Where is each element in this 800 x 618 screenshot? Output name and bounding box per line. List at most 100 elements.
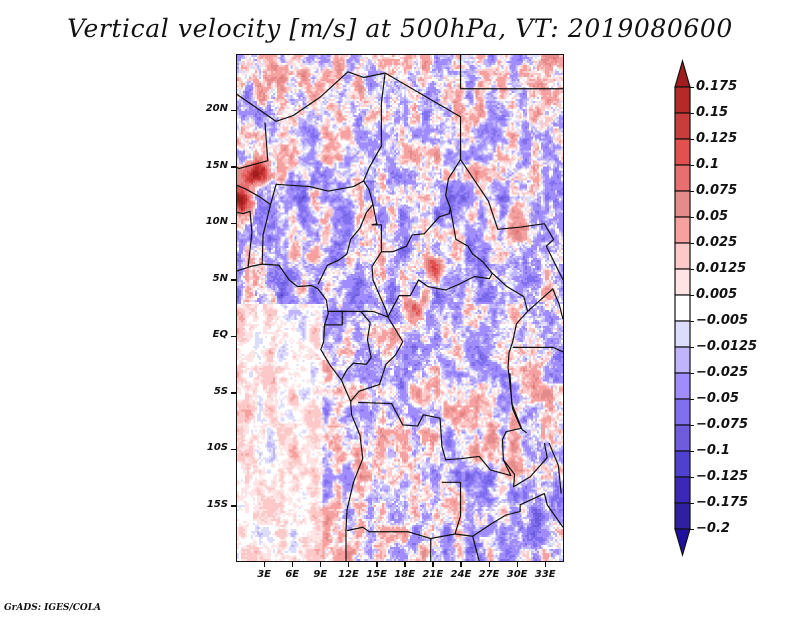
- y-tick-mark: [231, 166, 236, 168]
- country-border-line: [317, 180, 374, 285]
- x-tick-mark: [488, 562, 491, 567]
- colorbar-swatch: [674, 164, 691, 192]
- colorbar-tick: [690, 216, 694, 218]
- country-border-line: [527, 288, 563, 320]
- vertical-velocity-field: [237, 55, 563, 561]
- country-border-line: [350, 316, 404, 402]
- colorbar-swatch: [674, 112, 691, 140]
- colorbar-swatch: [674, 424, 691, 452]
- colorbar-swatch: [674, 320, 691, 348]
- colorbar-label: −0.2: [696, 521, 730, 536]
- colorbar-tick: [690, 320, 694, 322]
- colorbar-tick: [690, 268, 694, 270]
- country-border-line: [237, 263, 364, 561]
- colorbar-label: −0.125: [696, 469, 749, 484]
- colorbar-label: 0.05: [696, 209, 729, 224]
- y-tick-mark: [231, 505, 236, 507]
- x-tick-label: 6E: [285, 569, 300, 580]
- y-tick-label: 15S: [206, 498, 228, 510]
- colorbar-tick: [690, 346, 694, 348]
- country-border-line: [371, 204, 389, 318]
- colorbar-swatch: [674, 372, 691, 400]
- colorbar-swatch: [674, 138, 691, 166]
- y-tick-label: 5S: [213, 385, 228, 397]
- colorbar-tick: [690, 502, 694, 504]
- chart-title: Vertical velocity [m/s] at 500hPa, VT: 2…: [67, 14, 733, 43]
- y-tick-mark: [231, 222, 236, 225]
- x-tick-label: 15E: [366, 569, 387, 580]
- colorbar-swatch: [674, 476, 691, 504]
- colorbar-label: 0.025: [696, 235, 738, 250]
- colorbar-swatch: [674, 346, 691, 374]
- colorbar-lower-arrow: [674, 528, 691, 558]
- colorbar-swatch: [674, 86, 691, 114]
- colorbar-tick: [690, 86, 694, 88]
- colorbar-tick: [690, 372, 694, 374]
- country-border-line: [363, 72, 386, 182]
- x-tick-mark: [544, 562, 547, 567]
- country-border-line: [381, 72, 462, 253]
- x-tick-mark: [347, 562, 350, 567]
- country-border-line: [237, 71, 386, 122]
- country-border-line: [449, 207, 493, 274]
- country-border-line: [548, 442, 562, 494]
- x-tick-label: 30E: [506, 569, 528, 580]
- country-borders: [237, 55, 563, 561]
- colorbar-label: −0.05: [696, 391, 739, 406]
- country-border-line: [460, 159, 563, 281]
- colorbar-tick: [690, 164, 694, 166]
- colorbar-label: 0.1: [696, 157, 720, 172]
- colorbar-label: 0.15: [696, 105, 729, 120]
- colorbar-swatch: [674, 398, 691, 426]
- x-tick-mark: [291, 562, 294, 567]
- y-tick-label: 20N: [205, 103, 228, 115]
- colorbar-tick: [690, 112, 694, 114]
- colorbar-tick: [690, 398, 694, 400]
- map-plot-area: [236, 54, 564, 562]
- x-tick-label: 3E: [257, 569, 271, 580]
- country-border-line: [502, 442, 548, 488]
- y-tick-mark: [231, 109, 236, 112]
- colorbar-swatch: [674, 190, 691, 218]
- y-tick-mark: [231, 335, 236, 338]
- colorbar-label: 0.0125: [696, 261, 747, 276]
- country-border-line: [454, 492, 563, 537]
- colorbar-label: −0.025: [696, 365, 749, 380]
- colorbar-label: −0.075: [696, 417, 749, 432]
- country-border-line: [512, 346, 563, 353]
- colorbar-label: −0.005: [696, 313, 749, 328]
- x-tick-mark: [319, 562, 322, 567]
- y-tick-mark: [231, 279, 236, 281]
- colorbar-tick: [690, 424, 694, 426]
- country-border-line: [324, 311, 343, 326]
- country-border-line: [237, 122, 269, 170]
- country-border-line: [472, 536, 480, 561]
- x-tick-label: 24E: [450, 569, 472, 580]
- country-border-line: [237, 210, 253, 267]
- colorbar-tick: [690, 450, 694, 452]
- colorbar: [674, 58, 691, 558]
- colorbar-upper-arrow: [674, 58, 691, 88]
- y-tick-label: 10N: [205, 216, 228, 228]
- colorbar-tick: [690, 242, 694, 244]
- colorbar-label: −0.175: [696, 495, 749, 510]
- country-border-line: [509, 373, 528, 434]
- y-tick-mark: [231, 392, 236, 394]
- x-tick-label: 9E: [313, 569, 328, 580]
- colorbar-label: −0.0125: [696, 339, 758, 354]
- y-tick-label: 5N: [212, 272, 228, 284]
- colorbar-swatch: [674, 268, 691, 296]
- x-tick-mark: [263, 562, 266, 567]
- colorbar-label: 0.005: [696, 287, 738, 302]
- colorbar-label: 0.125: [696, 131, 738, 146]
- grads-credit: GrADS: IGES/COLA: [4, 603, 102, 613]
- colorbar-swatch: [674, 294, 691, 322]
- country-border-line: [237, 184, 272, 265]
- colorbar-label: −0.1: [696, 443, 730, 458]
- colorbar-tick: [690, 528, 694, 530]
- x-tick-mark: [432, 562, 434, 567]
- y-tick-label: 10S: [206, 442, 228, 454]
- colorbar-tick: [690, 190, 694, 192]
- x-tick-label: 12E: [338, 569, 359, 580]
- colorbar-tick: [690, 294, 694, 296]
